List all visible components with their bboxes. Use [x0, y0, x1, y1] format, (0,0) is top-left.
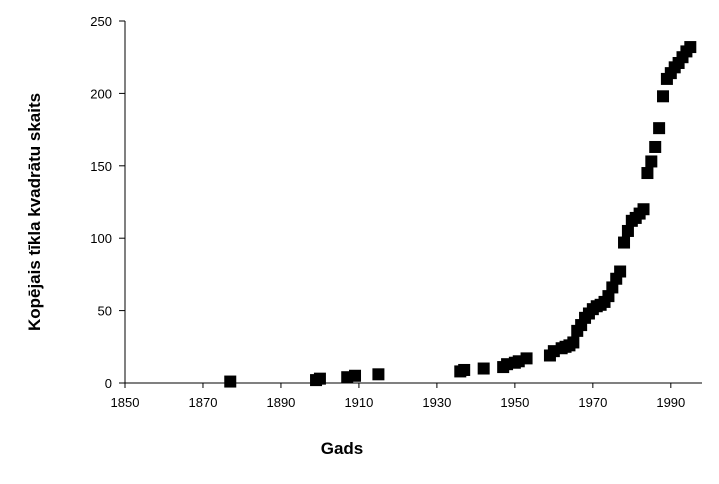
y-tick-label: 50 [98, 304, 112, 319]
data-point [458, 363, 471, 376]
y-tick-label: 100 [90, 231, 112, 246]
data-point [645, 155, 658, 168]
x-tick-label: 1990 [656, 395, 685, 410]
data-points [224, 41, 697, 388]
x-axis-title: Gads [321, 439, 364, 458]
data-point [567, 336, 580, 349]
data-point [657, 90, 670, 103]
y-axis-title: Kopējais tīkla kvadrātu skaits [25, 93, 44, 331]
axes [124, 21, 702, 384]
y-ticks: 0 50 100 150 200 250 [90, 14, 125, 391]
data-point [614, 265, 627, 278]
data-point [618, 236, 631, 249]
data-point [653, 122, 666, 135]
data-point [372, 368, 385, 381]
x-tick-label: 1910 [344, 395, 373, 410]
x-tick-label: 1930 [422, 395, 451, 410]
x-tick-label: 1850 [111, 395, 140, 410]
x-tick-label: 1890 [266, 395, 295, 410]
data-point [313, 372, 326, 385]
data-point [684, 41, 697, 54]
y-tick-label: 250 [90, 14, 112, 29]
x-ticks: 1850 1870 1890 1910 1930 1950 1970 1990 [111, 383, 685, 410]
data-point [641, 167, 654, 180]
x-tick-label: 1970 [578, 395, 607, 410]
data-point [224, 375, 237, 388]
data-point [520, 352, 533, 365]
y-tick-label: 200 [90, 86, 112, 101]
x-tick-label: 1870 [189, 395, 218, 410]
data-point [349, 369, 362, 382]
data-point [649, 140, 662, 153]
x-tick-label: 1950 [500, 395, 529, 410]
y-tick-label: 0 [105, 376, 112, 391]
y-tick-label: 150 [90, 159, 112, 174]
data-point [477, 362, 490, 375]
data-point [621, 224, 634, 237]
data-point [637, 203, 650, 216]
